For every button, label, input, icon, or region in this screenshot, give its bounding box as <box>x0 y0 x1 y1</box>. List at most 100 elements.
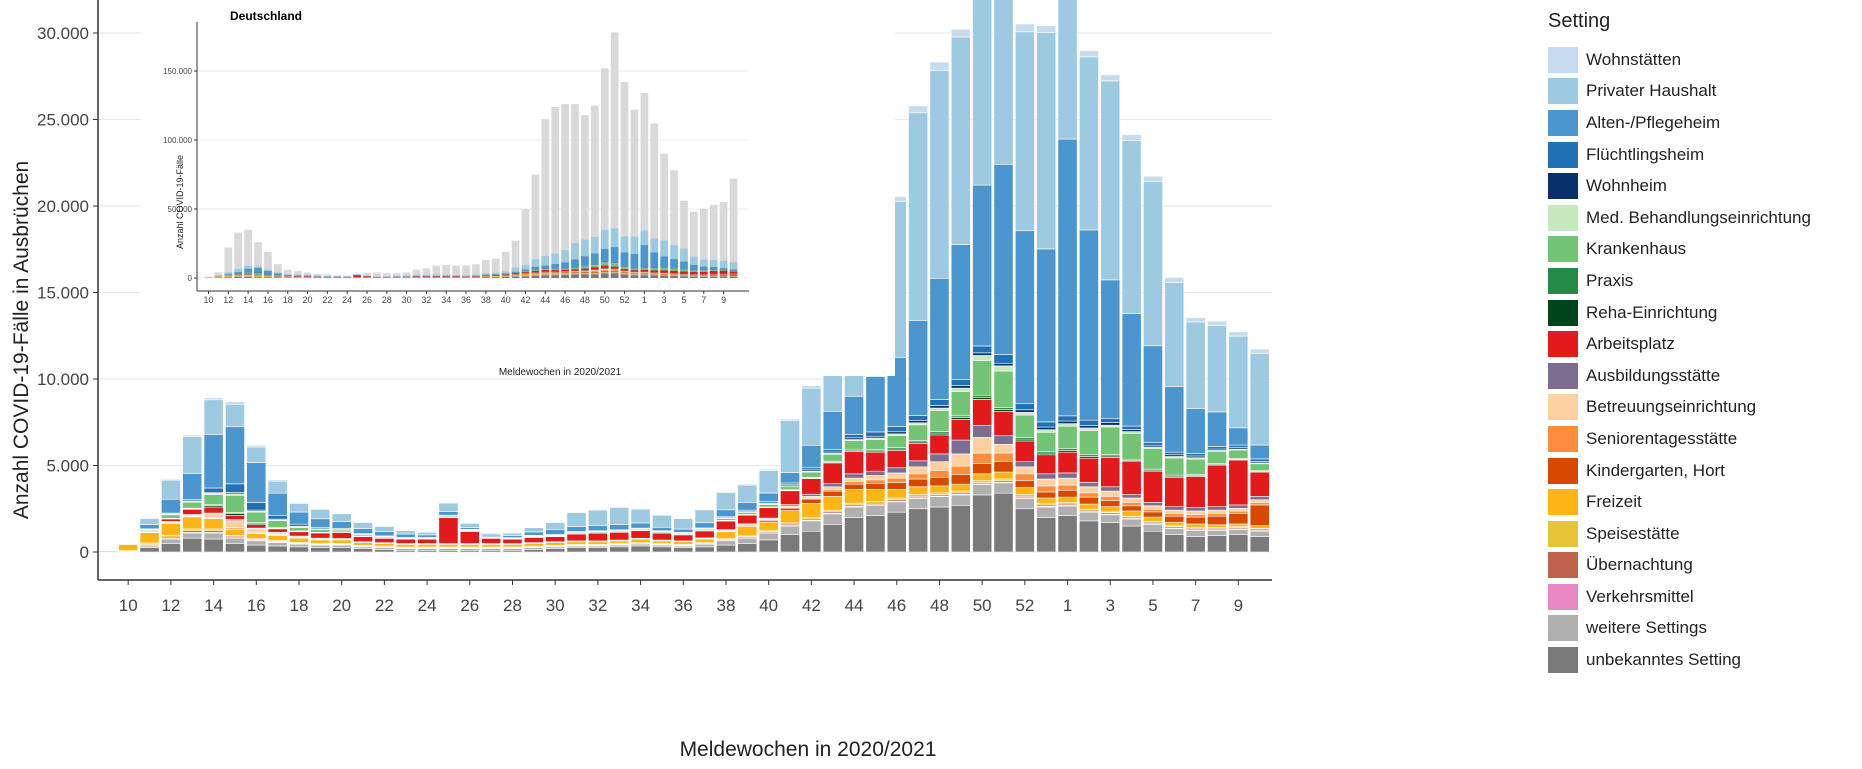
inset-bar-segment <box>284 275 292 276</box>
legend-item: Krankenhaus <box>1548 234 1858 266</box>
bar-segment <box>951 466 970 475</box>
bar-segment <box>1101 487 1120 491</box>
bar-segment <box>353 522 372 528</box>
legend-label: Alten-/Pflegeheim <box>1586 113 1720 133</box>
bar-segment <box>887 502 906 512</box>
bar-segment <box>546 537 565 542</box>
bar-segment <box>140 524 159 528</box>
bar-segment <box>417 539 436 543</box>
bar-segment <box>1250 500 1269 503</box>
inset-bar-segment <box>304 276 312 277</box>
bar-segment <box>1207 465 1226 507</box>
bar-segment <box>844 482 863 485</box>
bar-segment <box>161 480 180 499</box>
bar-segment <box>289 527 308 530</box>
bar-segment <box>951 505 970 552</box>
bar-segment <box>930 454 949 462</box>
bar-segment <box>887 473 906 478</box>
bar-segment <box>930 405 949 408</box>
bar-segment <box>503 536 522 538</box>
bar-segment <box>1143 176 1162 181</box>
bar-segment <box>247 533 266 538</box>
legend-item: weitere Settings <box>1548 613 1858 645</box>
legend-item: Wohnheim <box>1548 170 1858 202</box>
bar-segment <box>1058 478 1077 485</box>
bar-segment <box>780 535 799 552</box>
bar-segment <box>1229 336 1248 428</box>
legend-swatch <box>1548 584 1578 610</box>
bar-segment <box>951 454 970 466</box>
bar-segment <box>887 482 906 489</box>
inset-bar-segment <box>304 275 312 276</box>
inset-bar-segment <box>670 259 678 268</box>
bar-segment <box>1079 482 1098 486</box>
inset-bar-segment <box>502 276 510 277</box>
inset-bar-segment <box>700 275 708 276</box>
inset-bar-segment <box>581 274 589 278</box>
bar-segment <box>1037 455 1056 474</box>
bar-segment <box>247 512 266 522</box>
bar-segment <box>1058 497 1077 502</box>
legend-item: Alten-/Pflegeheim <box>1548 107 1858 139</box>
bar-segment <box>375 544 394 547</box>
bar-segment <box>1101 523 1120 552</box>
bar-segment <box>866 489 885 501</box>
inset-bar-segment <box>611 273 619 278</box>
bar-segment <box>140 548 159 552</box>
bar-segment <box>332 514 351 522</box>
inset-bar-segment <box>502 273 510 274</box>
inset-bar-segment <box>621 269 629 271</box>
inset-bar-segment <box>730 269 738 270</box>
inset-x-tick-label: 10 <box>203 295 213 305</box>
bar-segment <box>375 532 394 536</box>
inset-bar-segment <box>621 237 629 253</box>
inset-bar-segment <box>512 268 520 272</box>
bar-segment <box>652 533 671 540</box>
inset-bar-segment <box>730 274 738 276</box>
inset-bar-segment <box>710 271 718 274</box>
bar-segment <box>311 519 330 528</box>
inset-bar-segment <box>561 275 569 278</box>
bar-segment <box>1058 416 1077 421</box>
bar-segment <box>1037 492 1056 498</box>
bar-segment <box>1037 517 1056 552</box>
x-tick-label: 34 <box>631 596 650 615</box>
inset-x-tick-label: 9 <box>721 295 726 305</box>
bar-segment <box>930 462 949 471</box>
bar-segment <box>1079 431 1098 455</box>
bar-segment <box>973 0 992 185</box>
inset-bar-segment <box>274 276 282 277</box>
legend-swatch <box>1548 47 1578 73</box>
bar-segment <box>396 534 415 537</box>
bar-segment <box>887 432 906 434</box>
bar-segment <box>1229 450 1248 459</box>
inset-bar-segment <box>522 265 530 270</box>
inset-bar-segment <box>215 276 223 277</box>
bar-segment <box>951 475 970 485</box>
inset-bar-segment <box>621 274 629 275</box>
inset-x-tick-label: 34 <box>441 295 451 305</box>
bar-segment <box>204 434 223 488</box>
bar-segment <box>973 397 992 399</box>
bar-segment <box>161 515 180 518</box>
bar-segment <box>930 435 949 454</box>
bar-segment <box>375 538 394 542</box>
bar-segment <box>204 533 223 539</box>
bar-segment <box>1186 530 1205 536</box>
bar-segment <box>695 539 714 542</box>
bar-segment <box>1015 509 1034 552</box>
inset-x-tick-label: 40 <box>501 295 511 305</box>
bar-segment <box>204 507 223 513</box>
inset-x-tick-label: 24 <box>342 295 352 305</box>
bar-segment <box>183 533 202 538</box>
x-tick-label: 3 <box>1106 596 1115 615</box>
bar-segment <box>1101 507 1120 512</box>
inset-bar-segment <box>730 271 738 272</box>
bar-segment <box>823 496 842 510</box>
inset-bar-segment <box>631 254 639 268</box>
bar-segment <box>716 545 735 552</box>
inset-x-tick-label: 36 <box>461 295 471 305</box>
bar-segment <box>716 510 735 517</box>
bar-segment <box>1079 521 1098 552</box>
